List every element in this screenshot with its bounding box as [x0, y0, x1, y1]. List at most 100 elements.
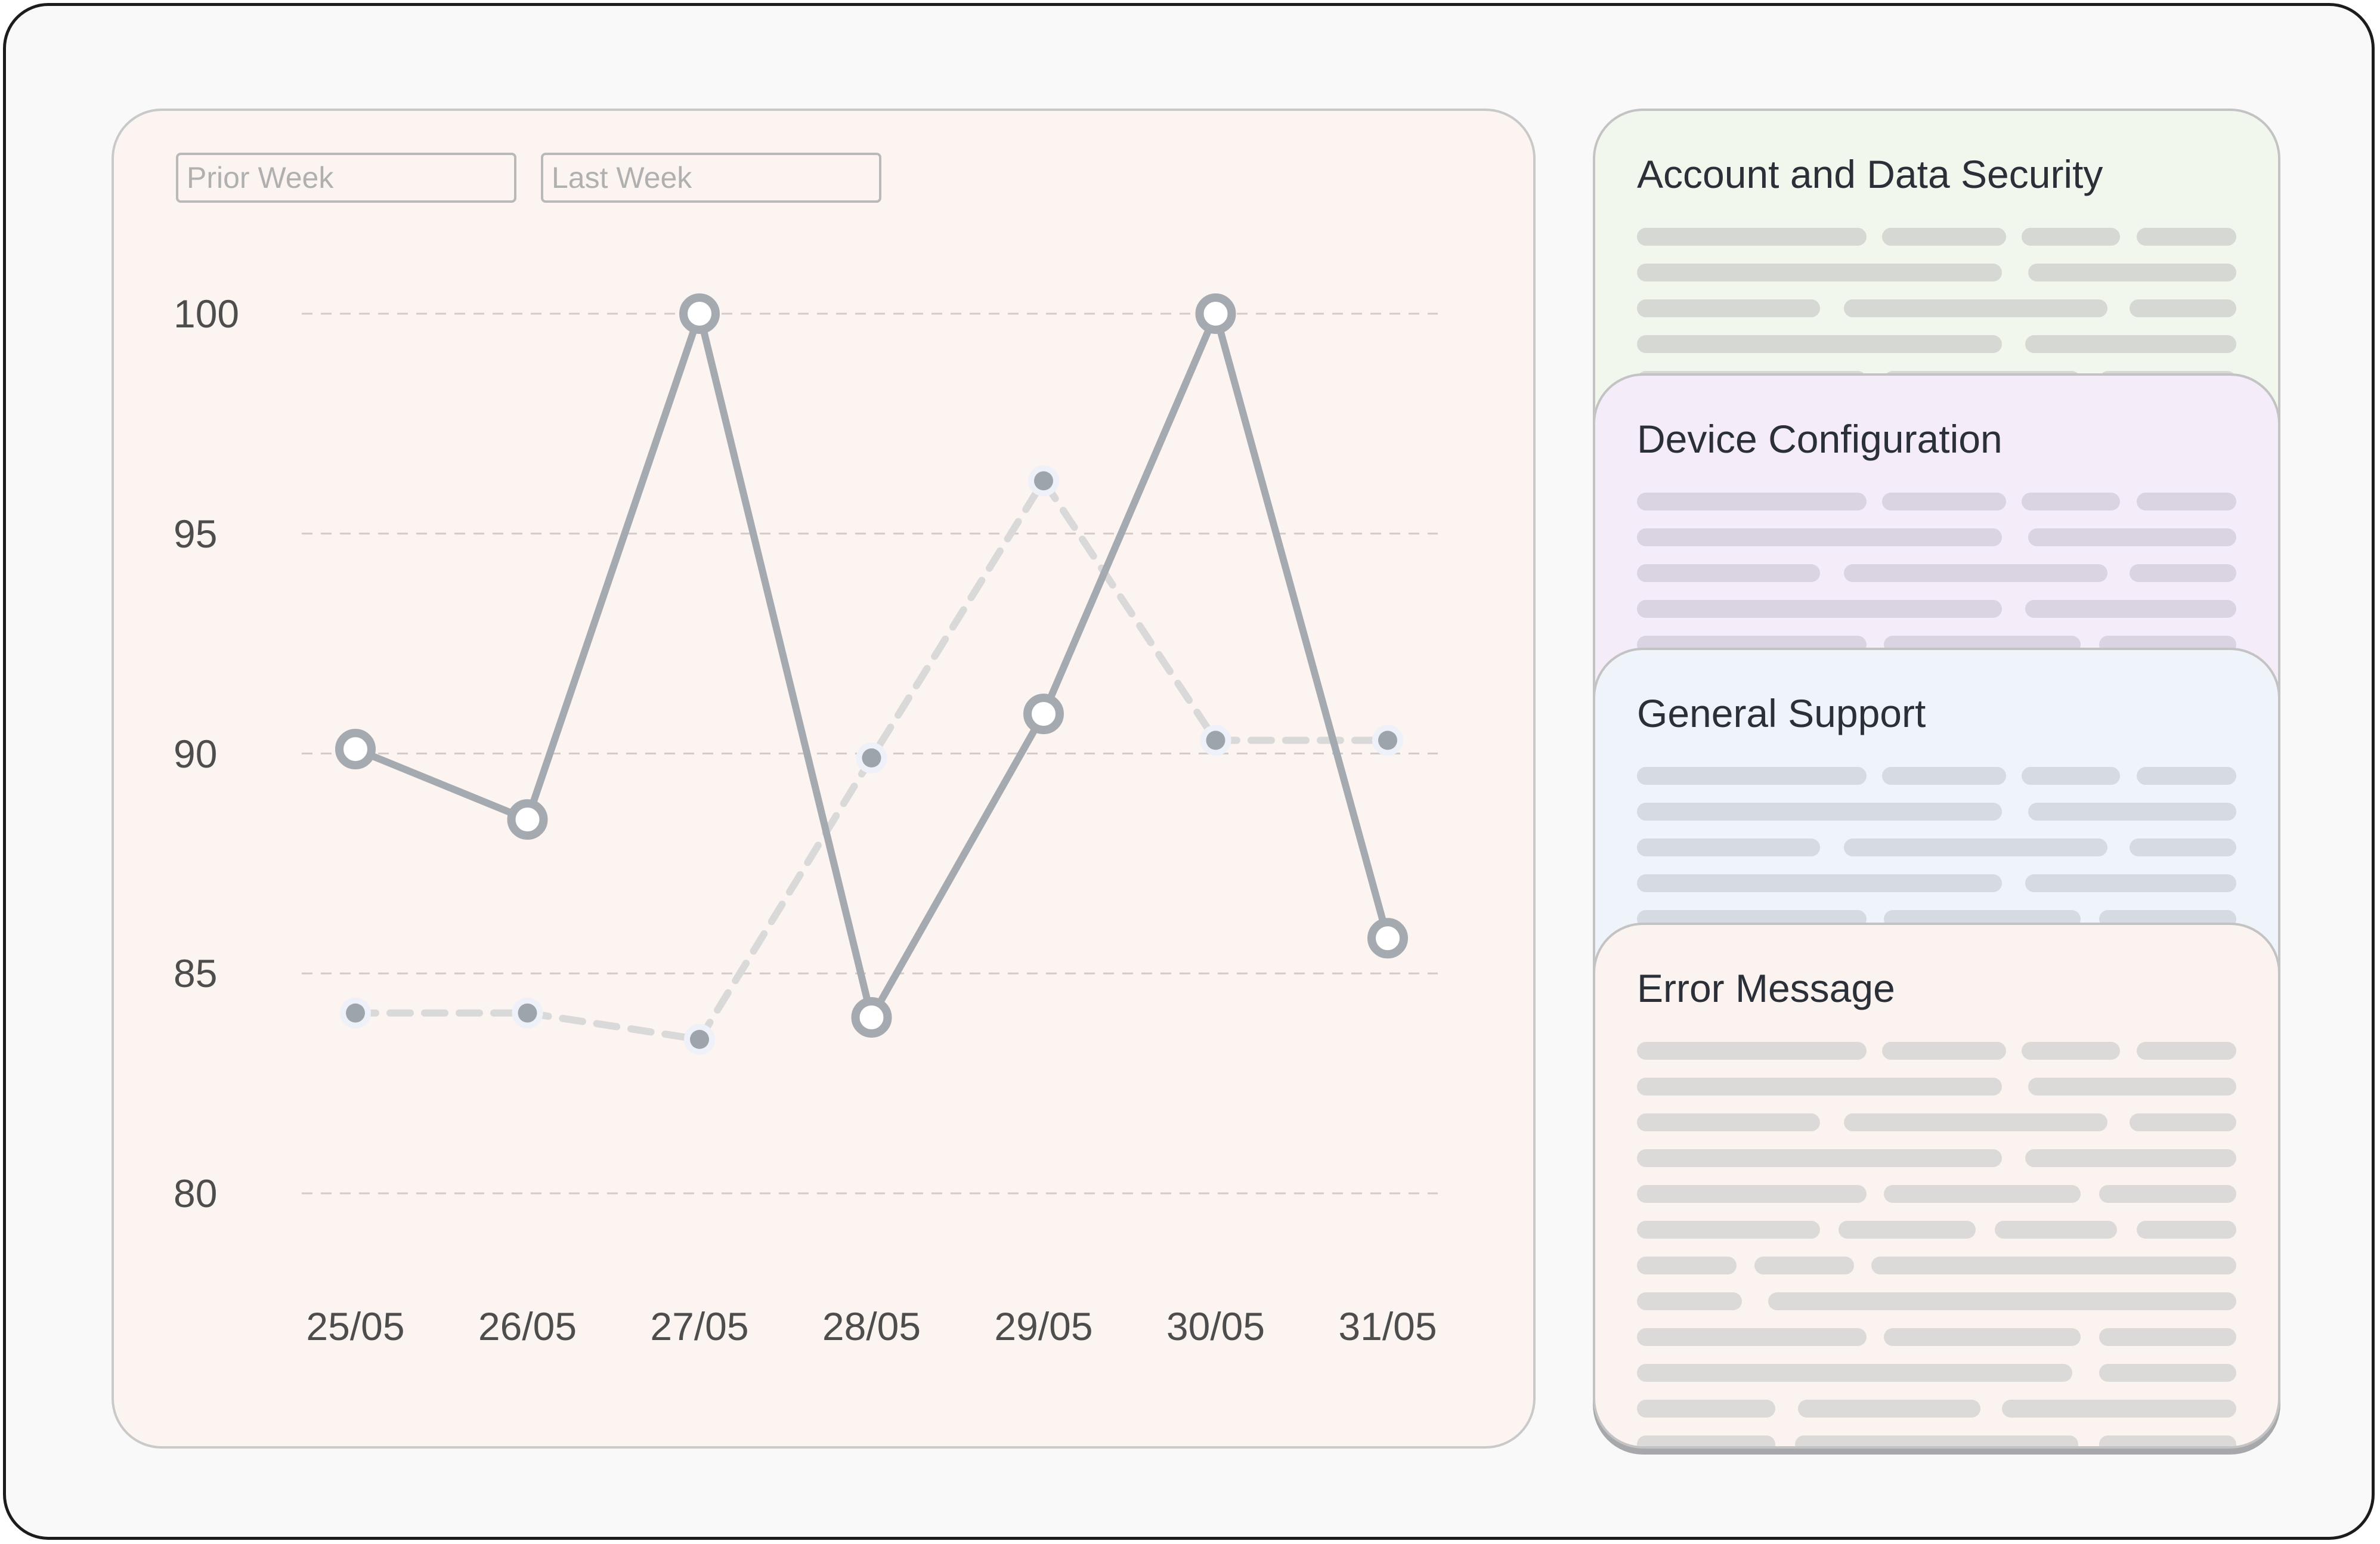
placeholder-line — [2025, 600, 2236, 618]
placeholder-line — [1884, 1185, 2081, 1203]
placeholder-line — [2099, 1364, 2236, 1382]
placeholder-line — [1637, 1328, 1867, 1346]
data-point-prior-week[interactable] — [690, 1029, 709, 1049]
series-line-last-week — [352, 310, 1391, 1021]
placeholder-line — [1995, 1221, 2117, 1239]
placeholder-line — [2022, 228, 2120, 246]
data-point-prior-week[interactable] — [1378, 731, 1397, 750]
placeholder-line — [1637, 1042, 1867, 1060]
placeholder-line — [1637, 335, 2002, 353]
placeholder-line — [1637, 767, 1867, 785]
data-point-last-week[interactable] — [1023, 694, 1064, 735]
data-point-last-week[interactable] — [335, 729, 376, 770]
placeholder-line — [1637, 803, 2002, 821]
placeholder-line — [1844, 1113, 2107, 1131]
topic-card[interactable]: Error Message — [1593, 923, 2280, 1449]
placeholder-line — [1637, 1257, 1737, 1274]
placeholder-line — [1884, 1328, 2081, 1346]
placeholder-line — [1844, 299, 2107, 317]
placeholder-line — [1637, 1185, 1867, 1203]
placeholder-line — [2137, 1221, 2236, 1239]
y-tick-label: 100 — [174, 292, 240, 336]
x-tick-label: 29/05 — [994, 1304, 1093, 1348]
placeholder-line — [2130, 299, 2236, 317]
data-point-last-week[interactable] — [679, 293, 720, 334]
placeholder-line — [2099, 1328, 2236, 1346]
placeholder-line — [1798, 1400, 1980, 1418]
placeholder-text-lines — [1637, 1042, 2236, 1446]
legend-label-prior-week: Prior Week — [187, 161, 334, 194]
placeholder-line — [2002, 1400, 2236, 1418]
data-point-last-week[interactable] — [1195, 293, 1236, 334]
placeholder-line — [2130, 838, 2236, 856]
placeholder-text-lines — [1637, 493, 2236, 672]
line-chart — [302, 293, 1438, 1195]
topic-title: Error Message — [1637, 966, 1895, 1010]
placeholder-line — [2025, 1149, 2236, 1167]
placeholder-line — [1754, 1257, 1854, 1274]
placeholder-line — [1637, 264, 2002, 281]
data-point-prior-week[interactable] — [1034, 471, 1053, 491]
placeholder-line — [1637, 1292, 1742, 1310]
data-point-prior-week[interactable] — [518, 1003, 537, 1023]
topic-title: Account and Data Security — [1637, 152, 2103, 196]
data-point-prior-week[interactable] — [1206, 731, 1225, 750]
placeholder-line — [1637, 299, 1820, 317]
placeholder-line — [1637, 1078, 2002, 1096]
placeholder-line — [1839, 1221, 1976, 1239]
placeholder-line — [1637, 1149, 2002, 1167]
x-tick-label: 30/05 — [1166, 1304, 1265, 1348]
placeholder-line — [1882, 767, 2006, 785]
placeholder-line — [2130, 564, 2236, 582]
data-point-prior-week[interactable] — [346, 1003, 365, 1023]
placeholder-line — [2137, 228, 2236, 246]
y-tick-label: 80 — [174, 1171, 218, 1215]
placeholder-line — [1637, 1364, 2072, 1382]
chart-card: Prior Week Last Week 100 95 90 85 80 25/05 26… — [112, 109, 1536, 1449]
data-point-prior-week[interactable] — [862, 748, 881, 768]
placeholder-line — [2099, 1435, 2236, 1446]
placeholder-line — [1637, 228, 1867, 246]
placeholder-line — [2025, 335, 2236, 353]
placeholder-line — [2028, 1078, 2236, 1096]
topic-title: General Support — [1637, 691, 1926, 735]
placeholder-line — [1882, 1042, 2006, 1060]
placeholder-text-lines — [1637, 767, 2236, 946]
placeholder-line — [1637, 1435, 1775, 1446]
y-tick-label: 90 — [174, 731, 218, 776]
placeholder-line — [1637, 838, 1820, 856]
placeholder-line — [1637, 600, 2002, 618]
placeholder-line — [1882, 493, 2006, 510]
y-tick-label: 95 — [174, 511, 218, 556]
placeholder-line — [1844, 564, 2107, 582]
legend-last-week[interactable]: Last Week — [541, 153, 881, 203]
placeholder-line — [1637, 493, 1867, 510]
x-tick-label: 27/05 — [650, 1304, 749, 1348]
placeholder-line — [2025, 874, 2236, 892]
placeholder-line — [1637, 528, 2002, 546]
placeholder-line — [2028, 528, 2236, 546]
placeholder-line — [1637, 1400, 1775, 1418]
legend-label-last-week: Last Week — [552, 161, 692, 194]
placeholder-line — [2137, 767, 2236, 785]
legend-prior-week[interactable]: Prior Week — [176, 153, 516, 203]
placeholder-line — [2028, 264, 2236, 281]
placeholder-line — [1637, 1113, 1820, 1131]
y-tick-label: 85 — [174, 951, 218, 996]
data-point-last-week[interactable] — [1367, 918, 1408, 959]
placeholder-line — [1871, 1257, 2236, 1274]
placeholder-line — [1882, 228, 2006, 246]
placeholder-line — [1844, 838, 2107, 856]
placeholder-line — [2099, 1185, 2236, 1203]
data-point-last-week[interactable] — [851, 997, 892, 1038]
placeholder-line — [2022, 1042, 2120, 1060]
placeholder-line — [1953, 1435, 2078, 1446]
data-point-last-week[interactable] — [507, 799, 548, 840]
placeholder-line — [2137, 1042, 2236, 1060]
placeholder-line — [2022, 767, 2120, 785]
placeholder-line — [2028, 803, 2236, 821]
placeholder-line — [2022, 493, 2120, 510]
placeholder-line — [1637, 564, 1820, 582]
app-frame: Prior Week Last Week 100 95 90 85 80 25/05 26… — [3, 3, 2375, 1540]
x-tick-label: 31/05 — [1338, 1304, 1437, 1348]
